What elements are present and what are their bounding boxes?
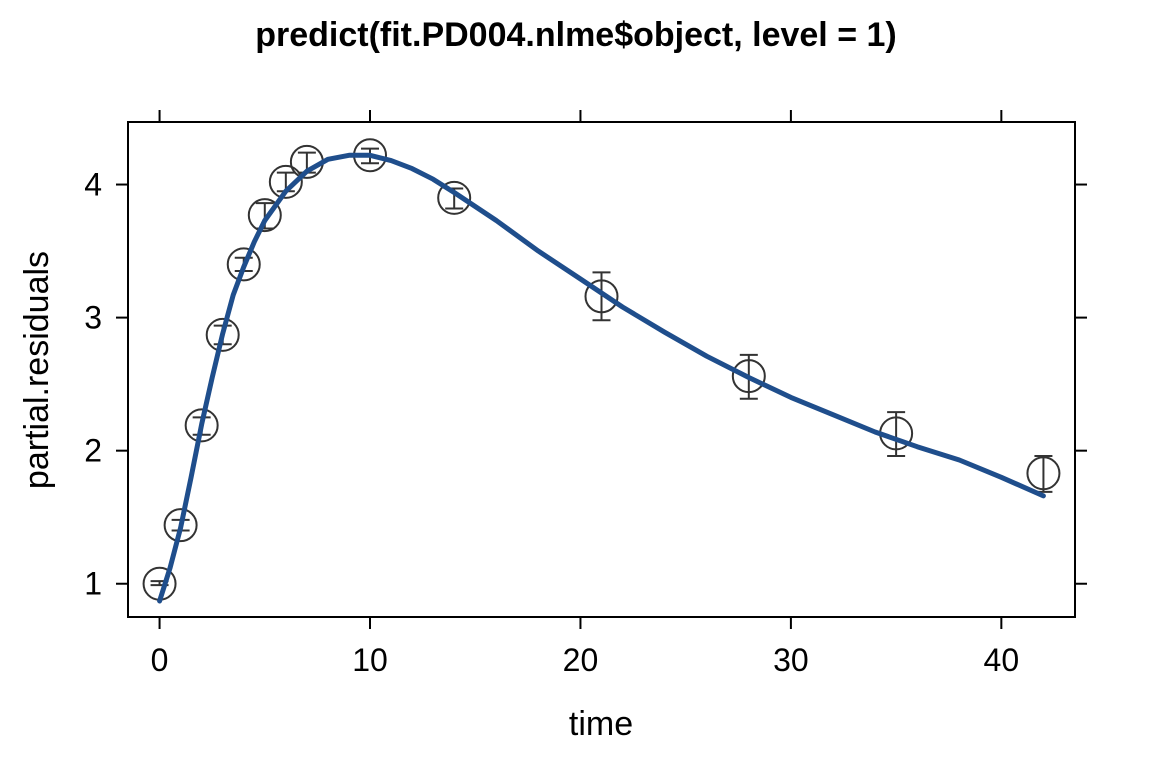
- data-point-13: [1026, 454, 1061, 493]
- x-tick-label-3: 30: [773, 642, 809, 678]
- point-marker-1: [163, 508, 198, 543]
- point-marker-4: [226, 247, 261, 282]
- y-tick-label-3: 4: [84, 167, 102, 203]
- point-marker-9: [437, 180, 472, 215]
- y-tick-label-2: 3: [84, 300, 102, 336]
- data-point-6: [268, 164, 303, 199]
- fit-line-group: [157, 152, 1046, 604]
- axis-ticks: [116, 110, 1087, 629]
- x-tick-label-1: 10: [352, 642, 388, 678]
- x-axis-label: time: [569, 705, 633, 743]
- x-tick-label-2: 20: [563, 642, 599, 678]
- tick-labels: 0 10 20 30 40 1 2 3 4: [84, 167, 1019, 678]
- chart-title: predict(fit.PD004.nlme$object, level = 1…: [255, 16, 897, 54]
- data-points: [142, 138, 1061, 601]
- plot-frame: [127, 121, 1076, 618]
- data-point-8: [353, 138, 388, 173]
- point-marker-2: [184, 408, 219, 443]
- x-tick-label-4: 40: [984, 642, 1020, 678]
- point-marker-6: [268, 164, 303, 199]
- point-marker-11: [731, 359, 766, 394]
- y-tick-label-0: 1: [84, 566, 102, 602]
- fit-line: [157, 152, 1046, 604]
- point-marker-13: [1026, 456, 1061, 491]
- y-tick-label-1: 2: [84, 433, 102, 469]
- point-marker-5: [247, 198, 282, 233]
- point-marker-3: [205, 317, 240, 352]
- y-axis-label: partial.residuals: [18, 251, 56, 489]
- data-point-10: [584, 271, 619, 322]
- point-marker-10: [584, 279, 619, 314]
- x-tick-label-0: 0: [151, 642, 169, 678]
